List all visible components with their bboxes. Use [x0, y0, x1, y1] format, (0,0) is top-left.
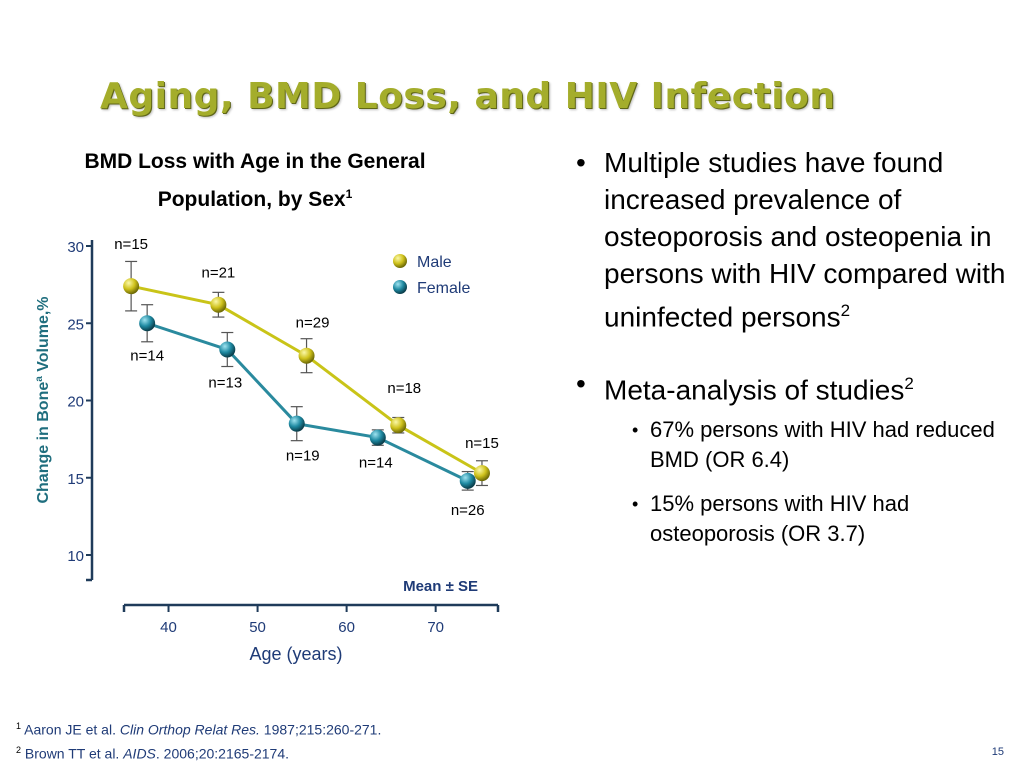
n-label-female: n=19: [286, 448, 320, 465]
data-point-male: [210, 296, 227, 313]
x-tick-label: 50: [249, 619, 266, 636]
n-label-male: n=18: [387, 380, 421, 397]
sub-bullet-osteoporosis: 15% persons with HIV had osteoporosis (O…: [632, 489, 1024, 549]
bullet-studies: Multiple studies have found increased pr…: [576, 144, 1024, 335]
y-axis-label: Change in Bonea Volume,%: [34, 296, 52, 503]
y-tick-label: 30: [67, 239, 84, 256]
bullet-list: Multiple studies have found increased pr…: [576, 144, 1024, 549]
bullet-meta-text: Meta-analysis of studies: [604, 374, 905, 406]
x-axis-label: Age (years): [249, 644, 342, 664]
data-point-male: [123, 278, 140, 295]
data-point-female: [288, 415, 305, 432]
n-label-female: n=14: [130, 347, 164, 364]
n-label-female: n=14: [359, 455, 393, 472]
x-tick-label: 60: [338, 619, 355, 636]
legend-marker-male: [393, 254, 407, 268]
n-label-female: n=13: [208, 375, 242, 392]
bullet-meta-analysis: Meta-analysis of studies2 67% persons wi…: [576, 365, 1024, 548]
data-point-male: [298, 347, 315, 364]
n-label-male: n=21: [201, 265, 235, 282]
reference-1-journal: Clin Orthop Relat Res.: [119, 721, 260, 738]
bullet-studies-ref: 2: [840, 301, 851, 320]
page-number: 15: [991, 746, 1004, 758]
mean-se-annotation: Mean ± SE: [403, 578, 478, 595]
data-point-female: [459, 472, 476, 489]
references: 1 Aaron JE et al. Clin Orthop Relat Res.…: [16, 716, 716, 763]
x-tick-label: 40: [160, 619, 177, 636]
data-point-female: [139, 315, 156, 332]
legend-label-male: Male: [417, 254, 452, 271]
sub-bullet-list: 67% persons with HIV had reduced BMD (OR…: [604, 415, 1024, 549]
reference-1-num: 1: [16, 721, 22, 731]
slide-title: Aging, BMD Loss, and HIV Infection: [100, 76, 836, 117]
chart-title-line1: BMD Loss with Age in the General: [84, 150, 426, 173]
reference-2-authors: Brown TT et al.: [24, 745, 124, 762]
reference-2-details: . 2006;20:2165-2174.: [155, 745, 290, 762]
chart-title-ref: 1: [345, 187, 353, 201]
x-tick-label: 70: [427, 619, 444, 636]
reference-1: 1 Aaron JE et al. Clin Orthop Relat Res.…: [16, 716, 716, 740]
y-tick-label: 10: [67, 548, 84, 565]
data-point-male: [390, 417, 407, 434]
legend-marker-female: [393, 280, 407, 294]
reference-2: 2 Brown TT et al. AIDS. 2006;20:2165-217…: [16, 740, 716, 764]
legend-label-female: Female: [417, 280, 470, 297]
data-point-female: [219, 341, 236, 358]
reference-2-journal: AIDS: [123, 745, 156, 762]
chart-title-line2-text: Population, by Sex: [157, 188, 346, 211]
reference-1-details: 1987;215:260-271.: [259, 721, 382, 738]
y-tick-label: 25: [67, 316, 84, 333]
y-tick-label: 15: [67, 471, 84, 488]
n-label-female: n=26: [451, 502, 485, 519]
chart-title: BMD Loss with Age in the General Populat…: [40, 146, 470, 216]
chart-title-line2: Population, by Sex1: [40, 178, 470, 216]
data-point-male: [473, 465, 490, 482]
n-label-male: n=29: [296, 315, 330, 332]
bullet-meta-ref: 2: [904, 374, 914, 394]
bullet-studies-text: Multiple studies have found increased pr…: [604, 147, 1006, 333]
n-label-male: n=15: [465, 435, 499, 452]
data-point-female: [369, 429, 386, 446]
sub-bullet-reduced-bmd: 67% persons with HIV had reduced BMD (OR…: [632, 415, 1024, 475]
y-tick-label: 20: [67, 394, 84, 411]
reference-2-num: 2: [16, 744, 22, 755]
n-label-male: n=15: [114, 236, 148, 253]
reference-1-authors: Aaron JE et al.: [24, 721, 120, 738]
